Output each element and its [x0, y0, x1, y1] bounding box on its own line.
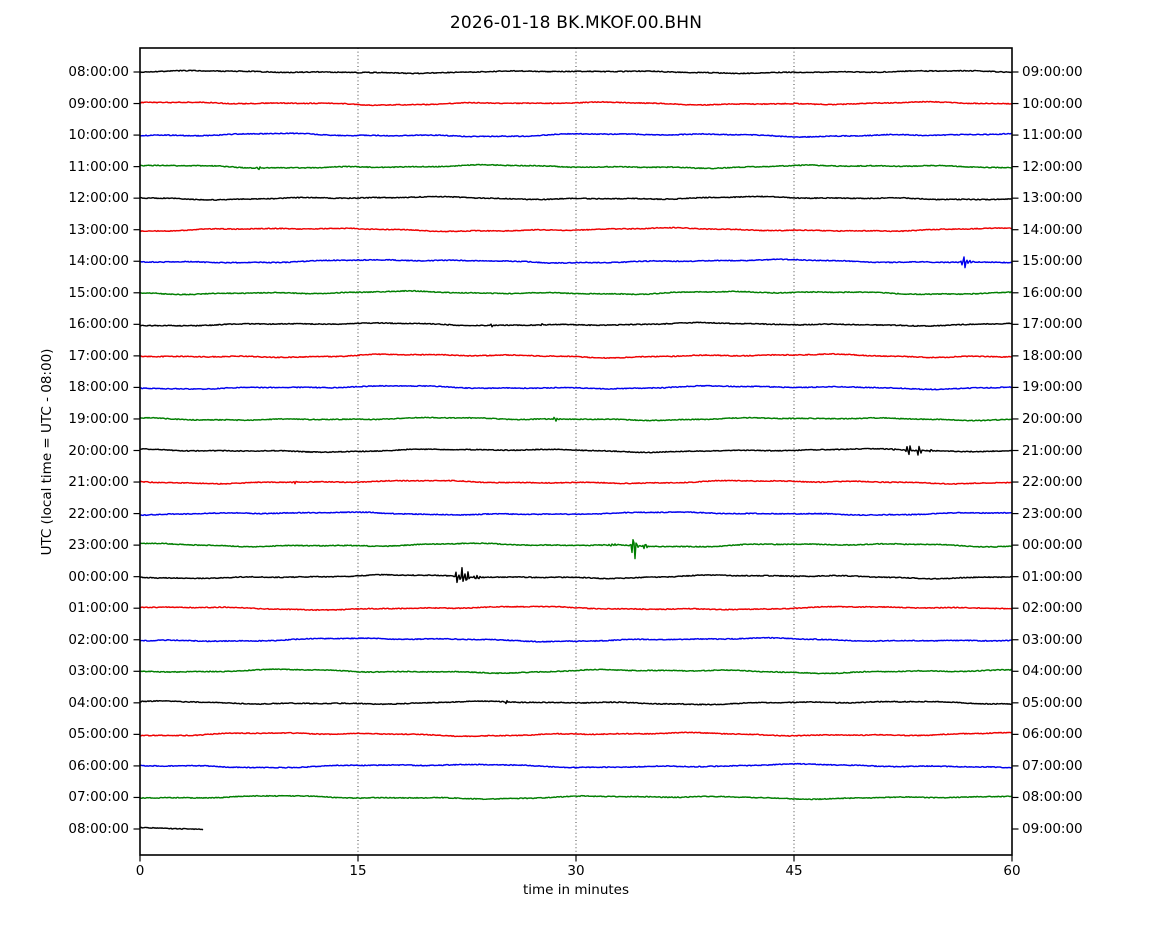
utc-tick-label: 01:00:00 — [68, 600, 129, 617]
local-tick-label: 09:00:00 — [1022, 64, 1083, 80]
local-tick-label: 20:00:00 — [1022, 410, 1083, 427]
trace-row-8 — [139, 321, 1013, 328]
utc-tick-label: 09:00:00 — [68, 95, 129, 112]
trace-row-4 — [139, 195, 1013, 201]
utc-tick-label: 17:00:00 — [68, 347, 129, 364]
local-tick-label: 21:00:00 — [1022, 442, 1083, 459]
trace-row-21 — [139, 731, 1013, 738]
trace-row-1 — [139, 100, 1013, 107]
trace-row-10 — [139, 384, 1013, 391]
trace-row-11 — [139, 416, 1013, 422]
x-tick-label: 15 — [349, 863, 367, 879]
x-tick-label: 45 — [785, 863, 803, 879]
trace-row-23 — [139, 794, 1013, 801]
local-tick-label: 14:00:00 — [1022, 221, 1083, 238]
trace-row-7 — [139, 289, 1013, 296]
utc-tick-label: 08:00:00 — [68, 821, 129, 837]
utc-tick-label: 04:00:00 — [68, 694, 129, 711]
local-tick-label: 17:00:00 — [1022, 316, 1083, 333]
x-axis-label: time in minutes — [522, 882, 630, 898]
trace-row-9 — [139, 352, 1013, 360]
utc-tick-label: 14:00:00 — [68, 253, 129, 270]
utc-tick-label: 02:00:00 — [68, 631, 129, 648]
utc-tick-label: 23:00:00 — [68, 537, 129, 554]
utc-tick-label: 15:00:00 — [68, 284, 129, 301]
plot-title: 2026-01-18 BK.MKOF.00.BHN — [449, 13, 703, 33]
local-tick-label: 16:00:00 — [1022, 284, 1083, 301]
trace-row-19 — [139, 668, 1013, 675]
trace-row-15 — [139, 538, 1013, 560]
trace-row-20 — [139, 699, 1013, 706]
local-tick-label: 07:00:00 — [1022, 757, 1083, 774]
trace-row-13 — [139, 479, 1013, 486]
local-tick-label: 10:00:00 — [1022, 95, 1083, 112]
utc-tick-label: 03:00:00 — [68, 663, 129, 680]
local-tick-label: 12:00:00 — [1022, 158, 1083, 175]
trace-row-24 — [139, 826, 204, 831]
utc-tick-label: 12:00:00 — [68, 190, 129, 207]
trace-row-18 — [139, 636, 1013, 643]
utc-tick-label: 00:00:00 — [68, 568, 129, 585]
utc-tick-label: 21:00:00 — [68, 474, 129, 491]
trace-row-2 — [139, 132, 1013, 139]
utc-tick-label: 11:00:00 — [68, 158, 129, 175]
x-tick-label: 0 — [135, 863, 145, 879]
local-tick-label: 19:00:00 — [1022, 379, 1083, 396]
utc-tick-label: 18:00:00 — [68, 379, 129, 396]
local-tick-label: 01:00:00 — [1022, 568, 1083, 585]
trace-row-17 — [139, 605, 1012, 612]
x-tick-label: 60 — [1003, 863, 1021, 879]
trace-row-0 — [139, 69, 1013, 75]
local-tick-label: 13:00:00 — [1022, 190, 1083, 207]
local-tick-label: 11:00:00 — [1022, 127, 1083, 144]
utc-tick-label: 06:00:00 — [68, 757, 129, 774]
local-tick-label: 03:00:00 — [1022, 631, 1083, 648]
trace-row-14 — [139, 511, 1013, 517]
trace-row-3 — [139, 163, 1013, 171]
trace-row-5 — [139, 226, 1013, 233]
utc-tick-label: 13:00:00 — [68, 221, 129, 238]
trace-row-22 — [139, 762, 1013, 769]
x-tick-label: 30 — [567, 863, 585, 879]
utc-tick-label: 19:00:00 — [68, 410, 129, 427]
local-tick-label: 04:00:00 — [1022, 663, 1083, 680]
local-tick-label: 23:00:00 — [1022, 505, 1083, 522]
plot-border — [139, 47, 1013, 856]
utc-tick-label: 10:00:00 — [68, 127, 129, 144]
trace-row-6 — [139, 256, 1013, 269]
local-tick-label: 02:00:00 — [1022, 600, 1083, 617]
utc-tick-label: 05:00:00 — [68, 726, 129, 743]
local-tick-label: 06:00:00 — [1022, 726, 1083, 743]
utc-tick-label: 16:00:00 — [68, 316, 129, 333]
utc-tick-label: 08:00:00 — [68, 64, 129, 80]
local-tick-label: 22:00:00 — [1022, 474, 1083, 491]
local-tick-label: 09:00:00 — [1022, 821, 1083, 837]
local-tick-label: 08:00:00 — [1022, 789, 1083, 806]
trace-row-12 — [139, 445, 1013, 456]
utc-tick-label: 22:00:00 — [68, 505, 129, 522]
utc-tick-label: 20:00:00 — [68, 442, 129, 459]
local-tick-label: 00:00:00 — [1022, 537, 1083, 554]
local-tick-label: 18:00:00 — [1022, 347, 1083, 364]
trace-row-16 — [139, 567, 1013, 584]
local-tick-label: 15:00:00 — [1022, 253, 1083, 270]
utc-tick-label: 07:00:00 — [68, 789, 129, 806]
local-tick-label: 05:00:00 — [1022, 694, 1083, 711]
